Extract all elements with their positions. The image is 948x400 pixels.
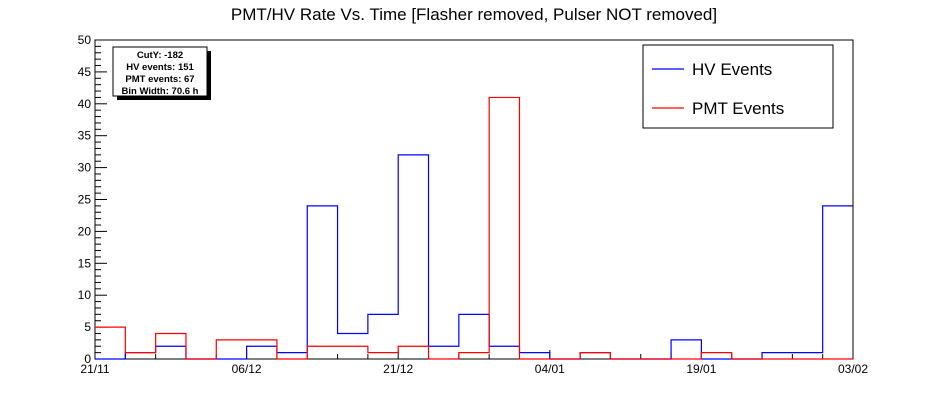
chart-title: PMT/HV Rate Vs. Time [Flasher removed, P… [231, 5, 717, 24]
x-tick-label: 19/01 [686, 362, 716, 376]
y-tick-label: 50 [78, 33, 92, 47]
y-tick-label: 5 [84, 320, 91, 334]
y-tick-label: 25 [78, 193, 92, 207]
legend: HV Events PMT Events [642, 44, 834, 129]
x-tick-label: 21/12 [383, 362, 413, 376]
stats-line-hv: HV events: 151 [126, 62, 194, 73]
legend-label-hv-events: HV Events [692, 60, 772, 79]
x-tick-label: 06/12 [232, 362, 262, 376]
stats-box: CutY: -182 HV events: 151 PMT events: 67… [112, 46, 211, 100]
y-tick-label: 15 [78, 256, 92, 270]
y-tick-label: 30 [78, 161, 92, 175]
legend-label-pmt-events: PMT Events [692, 99, 784, 118]
stats-line-cut: CutY: -182 [137, 50, 183, 61]
series-hv-events-line [95, 154, 853, 360]
y-tick-label: 0 [84, 352, 91, 366]
x-tick-label: 04/01 [535, 362, 565, 376]
y-axis: 0 5 10 15 20 25 30 35 40 45 50 [78, 33, 107, 366]
x-tick-label: 21/11 [80, 362, 109, 376]
y-tick-label: 20 [78, 224, 92, 238]
y-tick-label: 10 [78, 288, 92, 302]
series-pmt-events-line [95, 96, 853, 360]
x-tick-label: 03/02 [838, 362, 868, 376]
x-axis: 21/11 06/12 21/12 04/01 19/01 03/02 [80, 350, 868, 376]
y-tick-label: 45 [78, 65, 92, 79]
y-tick-label: 40 [78, 97, 92, 111]
y-tick-label: 35 [78, 129, 92, 143]
stats-line-pmt: PMT events: 67 [125, 74, 194, 85]
stats-line-binwidth: Bin Width: 70.6 h [122, 86, 199, 97]
